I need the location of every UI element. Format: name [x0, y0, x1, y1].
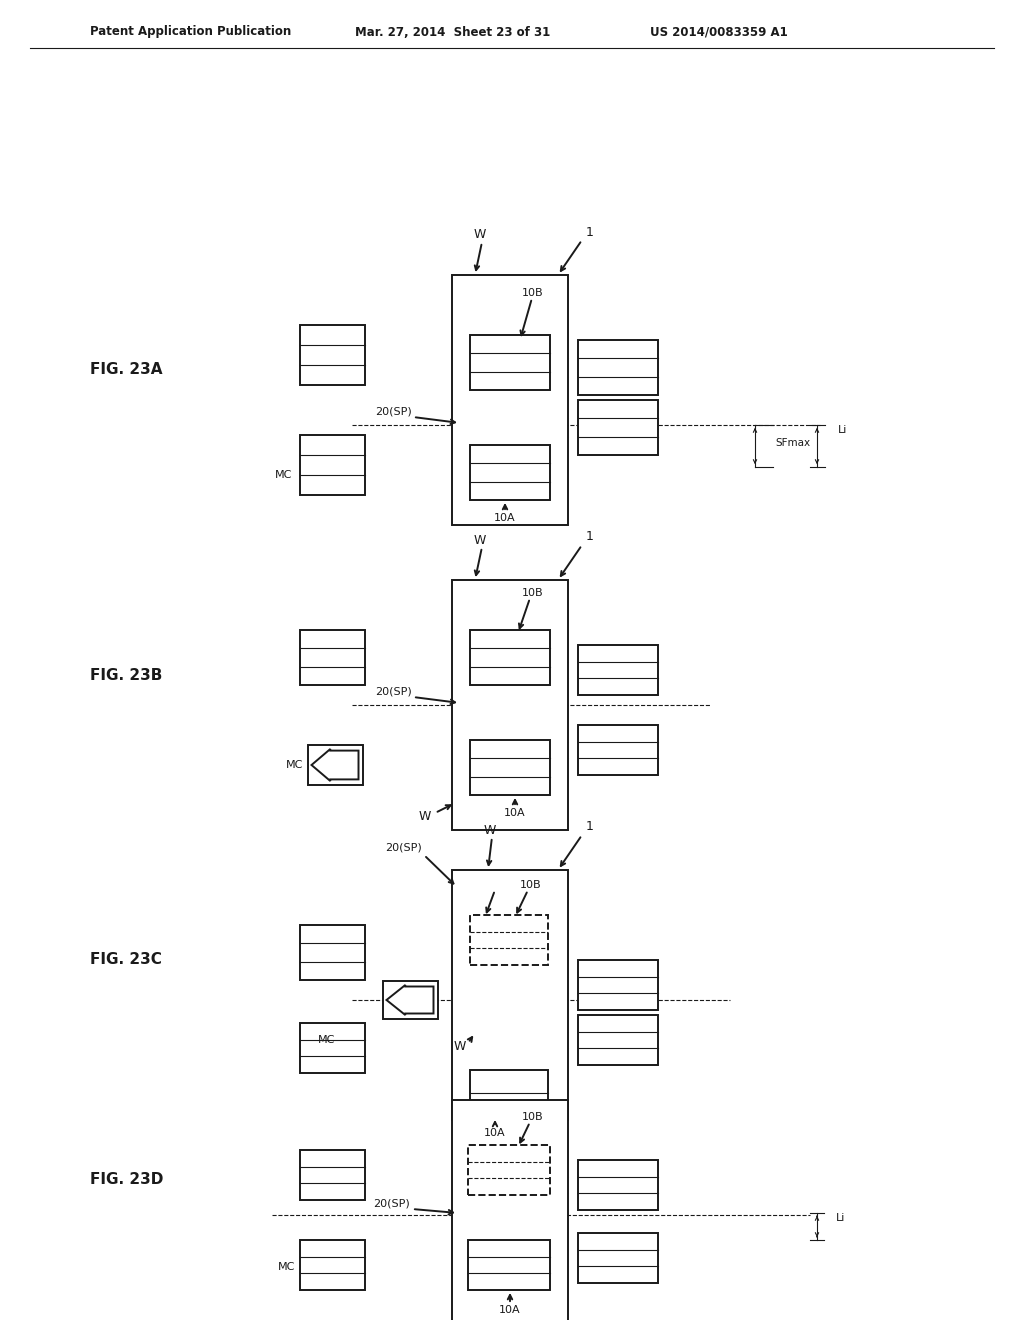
- Polygon shape: [386, 985, 433, 1015]
- Text: W: W: [474, 228, 486, 242]
- Bar: [308, 744, 362, 785]
- Text: 20(SP): 20(SP): [385, 842, 422, 851]
- Text: W: W: [419, 810, 431, 824]
- Bar: [300, 1239, 365, 1290]
- Text: US 2014/0083359 A1: US 2014/0083359 A1: [650, 25, 787, 38]
- Text: MC: MC: [317, 1035, 335, 1045]
- Text: Patent Application Publication: Patent Application Publication: [90, 25, 291, 38]
- Text: MC: MC: [286, 760, 303, 770]
- Bar: [470, 1071, 548, 1115]
- Bar: [578, 400, 658, 455]
- Bar: [578, 960, 658, 1010]
- Text: Li: Li: [836, 1213, 846, 1224]
- Text: MC: MC: [274, 470, 292, 480]
- Bar: [452, 275, 568, 525]
- Bar: [578, 1160, 658, 1210]
- Text: 20(SP): 20(SP): [374, 1199, 410, 1208]
- Bar: [470, 335, 550, 389]
- Text: Mar. 27, 2014  Sheet 23 of 31: Mar. 27, 2014 Sheet 23 of 31: [355, 25, 550, 38]
- Bar: [578, 341, 658, 395]
- Text: 10A: 10A: [504, 808, 525, 818]
- Text: 10B: 10B: [522, 587, 544, 598]
- Text: 10A: 10A: [499, 1305, 521, 1315]
- Text: W: W: [454, 1040, 466, 1053]
- Polygon shape: [311, 748, 358, 781]
- Text: 1: 1: [586, 821, 594, 833]
- Text: 20(SP): 20(SP): [375, 686, 412, 696]
- Text: 10B: 10B: [522, 1111, 544, 1122]
- Bar: [470, 915, 548, 965]
- Text: Li: Li: [838, 425, 848, 436]
- Text: W: W: [474, 533, 486, 546]
- Bar: [578, 645, 658, 696]
- Bar: [300, 1023, 365, 1073]
- Bar: [468, 1144, 550, 1195]
- Bar: [578, 1233, 658, 1283]
- Text: 10B: 10B: [522, 288, 544, 298]
- Bar: [578, 725, 658, 775]
- Bar: [300, 1150, 365, 1200]
- Bar: [383, 981, 438, 1019]
- Bar: [470, 445, 550, 500]
- Text: 1: 1: [586, 531, 594, 544]
- Bar: [300, 436, 365, 495]
- Text: FIG. 23B: FIG. 23B: [90, 668, 163, 682]
- Bar: [452, 579, 568, 830]
- Bar: [300, 925, 365, 979]
- Text: FIG. 23C: FIG. 23C: [90, 953, 162, 968]
- Bar: [300, 630, 365, 685]
- Bar: [452, 1100, 568, 1320]
- Text: 10A: 10A: [495, 513, 516, 523]
- Text: 20(SP): 20(SP): [375, 407, 412, 416]
- Bar: [470, 630, 550, 685]
- Bar: [300, 325, 365, 385]
- Bar: [452, 870, 568, 1119]
- Text: 1: 1: [586, 226, 594, 239]
- Text: FIG. 23D: FIG. 23D: [90, 1172, 164, 1188]
- Text: 10B: 10B: [520, 880, 542, 890]
- Text: MC: MC: [278, 1262, 295, 1272]
- Text: SFmax: SFmax: [775, 438, 810, 447]
- Bar: [578, 1015, 658, 1065]
- Bar: [468, 1239, 550, 1290]
- Bar: [470, 741, 550, 795]
- Text: 10A: 10A: [484, 1129, 506, 1138]
- Text: W: W: [483, 824, 497, 837]
- Text: FIG. 23A: FIG. 23A: [90, 363, 163, 378]
